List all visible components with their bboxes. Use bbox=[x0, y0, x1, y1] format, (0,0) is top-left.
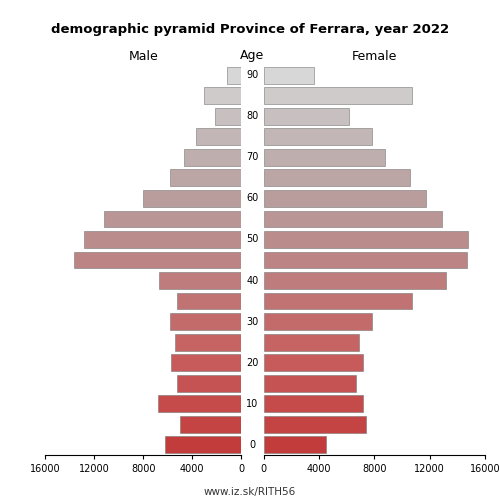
Bar bbox=[178, 374, 242, 392]
Text: demographic pyramid Province of Ferrara, year 2022: demographic pyramid Province of Ferrara,… bbox=[51, 22, 449, 36]
Bar bbox=[170, 170, 242, 186]
Text: 90: 90 bbox=[246, 70, 258, 81]
Text: 20: 20 bbox=[246, 358, 258, 368]
Bar bbox=[264, 88, 412, 104]
Bar bbox=[184, 149, 242, 166]
Bar bbox=[264, 272, 446, 289]
Bar bbox=[170, 313, 242, 330]
Text: www.iz.sk/RITH56: www.iz.sk/RITH56 bbox=[204, 488, 296, 498]
Bar bbox=[264, 436, 326, 453]
Bar bbox=[264, 396, 364, 412]
Bar bbox=[180, 416, 242, 432]
Bar bbox=[226, 67, 242, 84]
Text: 70: 70 bbox=[246, 152, 258, 162]
Bar bbox=[204, 88, 242, 104]
Text: 0: 0 bbox=[250, 440, 256, 450]
Bar bbox=[216, 108, 242, 124]
Bar bbox=[264, 231, 468, 248]
Bar bbox=[159, 272, 242, 289]
Bar bbox=[264, 374, 356, 392]
Bar bbox=[264, 210, 442, 228]
Bar bbox=[178, 292, 242, 310]
Text: 40: 40 bbox=[246, 276, 258, 285]
Text: 30: 30 bbox=[246, 316, 258, 326]
Bar bbox=[264, 108, 350, 124]
Bar bbox=[264, 334, 359, 350]
Bar bbox=[165, 436, 242, 453]
Bar bbox=[74, 252, 241, 268]
Text: Female: Female bbox=[352, 50, 397, 62]
Bar bbox=[104, 210, 242, 228]
Bar bbox=[143, 190, 242, 207]
Bar bbox=[264, 416, 366, 432]
Bar bbox=[264, 292, 412, 310]
Bar bbox=[84, 231, 241, 248]
Bar bbox=[264, 313, 372, 330]
Bar bbox=[264, 190, 426, 207]
Text: Age: Age bbox=[240, 50, 264, 62]
Bar bbox=[196, 128, 242, 146]
Bar bbox=[264, 354, 364, 371]
Text: 60: 60 bbox=[246, 194, 258, 203]
Bar bbox=[172, 354, 242, 371]
Text: 10: 10 bbox=[246, 398, 258, 408]
Bar bbox=[158, 396, 242, 412]
Text: 80: 80 bbox=[246, 112, 258, 122]
Bar bbox=[264, 149, 386, 166]
Bar bbox=[264, 170, 410, 186]
Bar bbox=[264, 252, 467, 268]
Bar bbox=[264, 67, 314, 84]
Text: Male: Male bbox=[128, 50, 158, 62]
Bar bbox=[175, 334, 242, 350]
Bar bbox=[264, 128, 372, 146]
Text: 50: 50 bbox=[246, 234, 258, 244]
